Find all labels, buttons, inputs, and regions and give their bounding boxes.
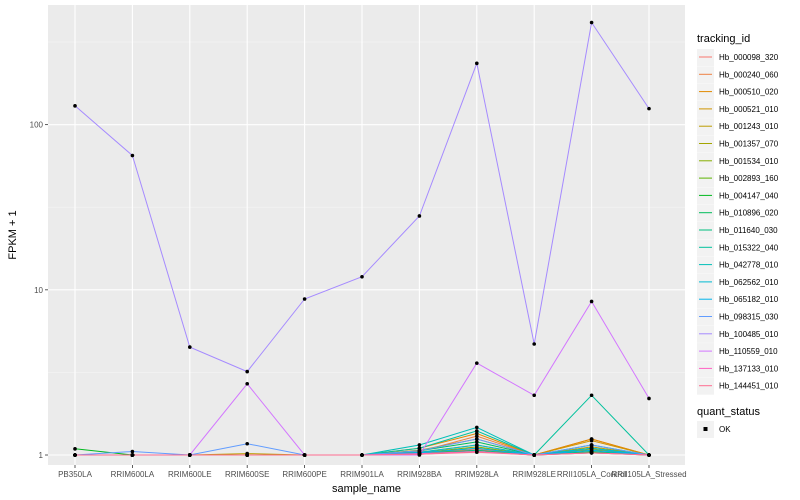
legend2-title: quant_status — [697, 406, 760, 418]
legend-label: Hb_000521_010 — [719, 105, 779, 114]
legend-tracking-id: tracking_id Hb_000098_320 Hb_000240_060 Hb… — [697, 33, 779, 395]
data-point — [130, 453, 135, 457]
data-point — [188, 453, 192, 457]
grid-lines — [48, 5, 685, 465]
legend-label: Hb_002893_160 — [719, 174, 779, 183]
data-point — [647, 106, 651, 111]
data-point — [475, 361, 479, 365]
legend-label: Hb_004147_040 — [719, 191, 779, 200]
y-tick-label: 100 — [30, 121, 44, 130]
x-tick-label: PB350LA — [58, 470, 92, 479]
data-point — [417, 449, 422, 453]
data-point — [647, 396, 651, 401]
data-point — [73, 453, 77, 457]
plot-panel — [48, 5, 685, 465]
data-point — [360, 274, 364, 279]
data-points — [73, 20, 651, 457]
y-tick-label: 1 — [39, 451, 44, 460]
data-point — [475, 434, 479, 438]
legend-label: Hb_001243_010 — [719, 122, 779, 131]
legend-label: Hb_098315_030 — [719, 313, 779, 322]
data-point — [532, 342, 536, 346]
legend-label: Hb_110559_010 — [719, 347, 778, 356]
x-tick-label: RRII105LA_Control — [557, 470, 627, 479]
data-point — [475, 440, 479, 444]
legend-label: Hb_137133_010 — [719, 364, 779, 373]
data-point — [589, 443, 594, 447]
legend-label: Hb_001357_070 — [719, 140, 779, 149]
data-point — [188, 345, 192, 349]
data-point — [475, 450, 479, 454]
data-point — [647, 453, 651, 457]
x-tick-label: RRII105LA_Stressed — [611, 470, 686, 479]
data-point — [417, 452, 422, 457]
data-point — [130, 449, 135, 454]
x-tick-label: RRIM928LA — [455, 470, 499, 479]
data-point — [360, 453, 364, 457]
legend-label: Hb_011640_030 — [719, 226, 778, 235]
y-tick-label: 10 — [34, 286, 43, 295]
legend-title: tracking_id — [697, 33, 750, 45]
data-point — [475, 61, 479, 66]
legend-label: Hb_144451_010 — [719, 382, 779, 391]
data-point — [417, 446, 422, 450]
data-point — [589, 438, 594, 443]
x-axis-title: sample_name — [332, 483, 401, 495]
legend-quant-status: quant_status OK — [697, 406, 760, 438]
data-point — [589, 299, 594, 304]
data-point — [417, 443, 422, 447]
data-point — [302, 453, 307, 457]
x-tick-label: RRIM600SE — [225, 470, 269, 479]
data-point — [130, 153, 135, 158]
legend-label: Hb_010896_020 — [719, 209, 779, 218]
data-point — [589, 20, 594, 25]
data-point — [73, 447, 77, 451]
x-tick-label: RRIM600LA — [111, 470, 155, 479]
legend-label: Hb_015322_040 — [719, 243, 779, 252]
y-axis-title: FPKM + 1 — [7, 210, 19, 259]
x-tick-label: RRIM600LE — [168, 470, 212, 479]
data-point — [245, 441, 249, 446]
data-point — [475, 437, 479, 441]
data-point — [73, 104, 77, 108]
data-point — [475, 446, 479, 450]
data-point — [475, 429, 479, 433]
data-point — [532, 453, 536, 457]
x-tick-label: RRIM928LE — [512, 470, 556, 479]
data-point — [245, 369, 249, 374]
legend2-key — [703, 427, 708, 431]
data-point — [475, 425, 479, 430]
legend-label: Hb_100485_010 — [719, 330, 779, 339]
data-point — [245, 381, 249, 386]
legend-label: Hb_000240_060 — [719, 70, 779, 79]
legend-label: Hb_000510_020 — [719, 88, 779, 97]
legend-label: Hb_062562_010 — [719, 278, 779, 287]
data-point — [475, 443, 479, 447]
legend-label: Hb_000098_320 — [719, 53, 779, 62]
data-point — [245, 453, 249, 457]
data-point — [532, 393, 536, 398]
x-tick-label: RRIM600PE — [282, 470, 326, 479]
data-point — [417, 214, 422, 218]
legend2-label: OK — [719, 425, 731, 434]
legend-label: Hb_042778_010 — [719, 261, 779, 270]
legend-label: Hb_001534_010 — [719, 157, 779, 166]
x-tick-label: RRIM901LA — [340, 470, 384, 479]
y-axis: 1 10 100 — [30, 121, 48, 460]
data-point — [589, 393, 594, 398]
data-point — [589, 448, 594, 452]
data-point — [589, 451, 594, 455]
x-axis: PB350LA RRIM600LA RRIM600LE RRIM600SE RRIM60… — [58, 465, 687, 479]
data-point — [302, 297, 307, 301]
legend-label: Hb_065182_010 — [719, 295, 779, 304]
x-tick-label: RRIM928BA — [397, 470, 442, 479]
data-point — [475, 431, 479, 436]
